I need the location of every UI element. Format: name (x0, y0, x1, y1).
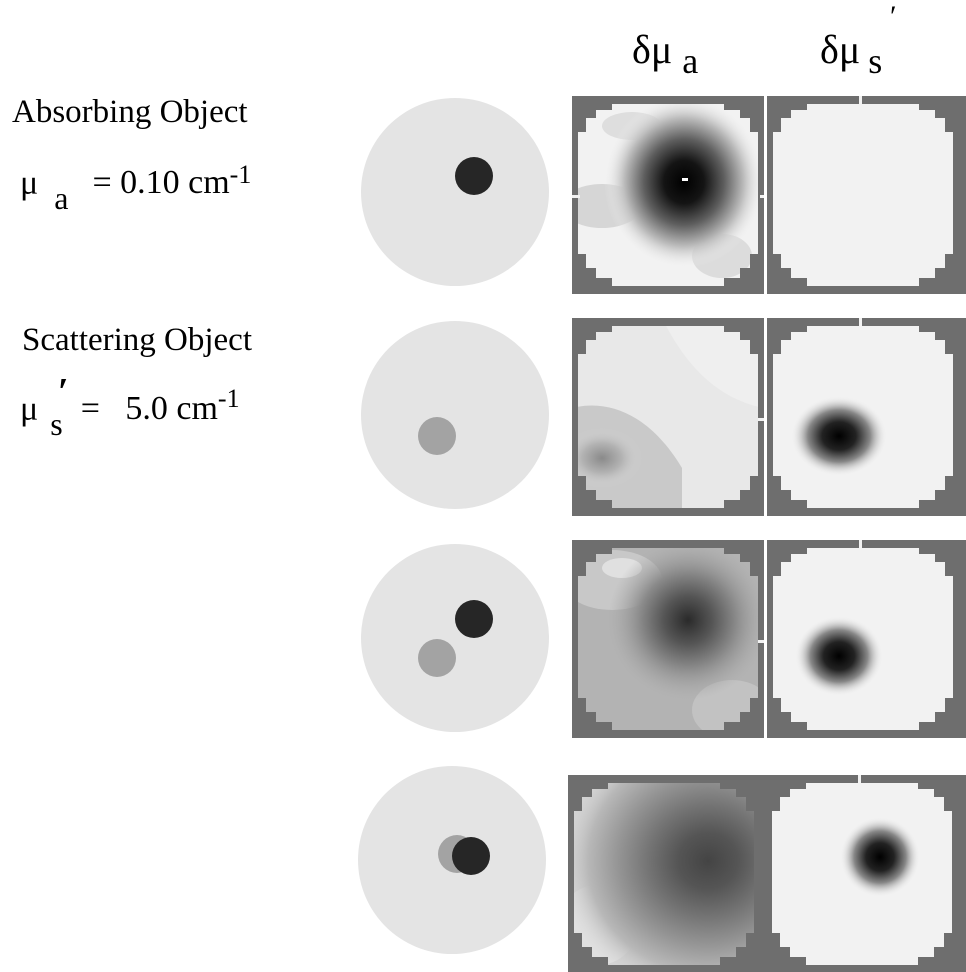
recon-row-4-mus (766, 775, 966, 972)
scattering-mu-sub: s (50, 406, 63, 443)
scattering-exp: -1 (217, 384, 240, 413)
recon-row-2-mus (767, 318, 966, 516)
header-a-base: δμ (632, 27, 673, 72)
absorber-inclusion (455, 157, 493, 195)
phantom-row-2 (361, 321, 549, 509)
phantom-row-4 (358, 766, 546, 954)
scattering-mu: μ (20, 390, 39, 428)
absorbing-mu: μ (20, 164, 39, 202)
header-a-sub: a (682, 41, 699, 81)
absorbing-value: = 0.10 cm (92, 164, 230, 202)
recon-row-4-mua (568, 775, 766, 972)
header-s-prime: ′ (890, 0, 897, 33)
header-delta-mu-s: δμ s ′ (820, 2, 897, 80)
recon-row-3-mua (572, 540, 764, 738)
phantom-row-1 (361, 98, 549, 286)
scattering-formula: μ ′ s = 5.0 cm-1 (20, 371, 240, 440)
recon-row-3-mus (767, 540, 966, 738)
header-s-base: δμ (820, 27, 861, 72)
scattering-value: = 5.0 cm (80, 390, 218, 428)
scattering-title: Scattering Object (22, 322, 253, 358)
scattering-prime: ′ (58, 371, 69, 413)
scatterer-inclusion (418, 417, 456, 455)
recon-row-1-mus (767, 96, 966, 294)
absorbing-exp: -1 (229, 160, 252, 189)
absorbing-formula: μ a = 0.10 cm-1 (20, 162, 251, 215)
recon-row-1-mua (572, 96, 764, 294)
recon-row-2-mua (572, 318, 764, 516)
header-delta-mu-a: δμ a (632, 27, 698, 80)
absorbing-mu-sub: a (54, 180, 69, 217)
phantom-row-3 (361, 544, 549, 732)
absorbing-title: Absorbing Object (12, 94, 248, 130)
header-s-sub: s (868, 41, 883, 81)
